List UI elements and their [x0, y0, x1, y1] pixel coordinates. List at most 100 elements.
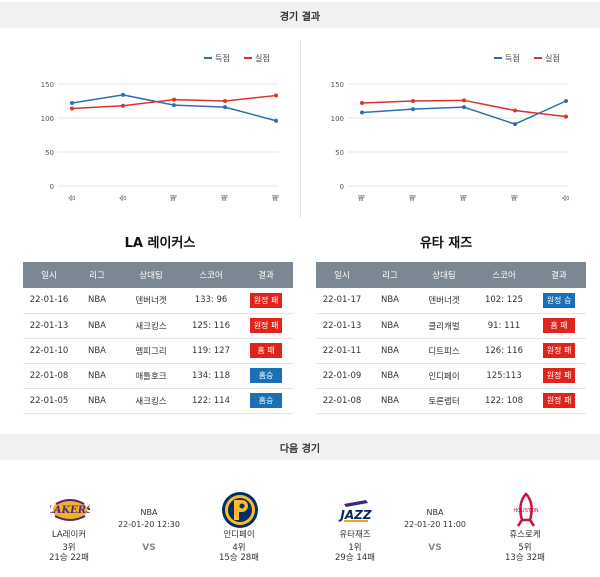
result-badge: 원정 승 [543, 292, 575, 308]
y-tick-label: 50 [335, 149, 344, 157]
rockets-logo-icon: HOUSTON [513, 492, 539, 527]
cell-score: 91: 111 [476, 313, 532, 339]
y-tick-label: 0 [340, 183, 344, 191]
matchup-lakers-pacers: LAKERS LA레이커 3위 21승 22패 NBA 22-01-20 12:… [14, 488, 284, 573]
svg-text:JAZZ: JAZZ [338, 508, 371, 522]
next-game-title: 다음 경기 [279, 443, 321, 455]
chart-divider [300, 40, 301, 218]
matchup-datetime: 22-01-20 11:00 [404, 520, 466, 529]
data-point-conceded [462, 98, 466, 103]
matchup-datetime: 22-01-20 12:30 [118, 520, 180, 529]
result-badge: 홈승 [250, 393, 282, 408]
games-table-jazz: 일시 리그 상대팀 스코어 결과 22-01-17 NBA 덴버너겟 102: 125… [316, 262, 586, 414]
cell-result: 원정 패 [532, 363, 586, 389]
y-tick-label: 0 [50, 183, 54, 191]
vs-label: VS [142, 543, 156, 553]
chart-jazz: 득점 실점 0 50 100 150 패 패 패 패 승 [318, 44, 573, 214]
matchup-league: NBA [426, 508, 444, 517]
cell-date: 22-01-13 [316, 313, 368, 339]
result-badge: 홈 패 [543, 318, 575, 333]
cell-league: NBA [368, 388, 412, 414]
cell-date: 22-01-05 [23, 388, 75, 414]
away-team-record: 13승 32패 [505, 553, 545, 563]
jazz-logo-icon: JAZZ [338, 500, 372, 522]
table-row: 22-01-05 NBA 새크킹스 122: 114 홈승 [23, 388, 293, 414]
cell-result: 원정 패 [532, 338, 586, 364]
x-tick-label: 승 [562, 194, 570, 201]
cell-score: 122: 114 [183, 388, 239, 414]
cell-league: NBA [368, 338, 412, 364]
result-badge: 원정 패 [543, 343, 575, 358]
cell-opponent: 덴버너겟 [119, 288, 183, 314]
x-tick-label: 패 [271, 195, 280, 201]
table-row: 22-01-10 NBA 멤피그리 119: 127 홈 패 [23, 338, 293, 364]
data-point-conceded [70, 106, 74, 111]
team-title-lakers: LA 레이커스 [124, 236, 196, 251]
cell-opponent: 애틀호크 [119, 363, 183, 389]
col-score: 스코어 [476, 262, 532, 288]
x-tick-label: 패 [459, 195, 468, 201]
col-result: 결과 [532, 262, 586, 288]
table-row: 22-01-08 NBA 토론랩터 122: 108 원정 패 [316, 388, 586, 414]
matchup-league: NBA [140, 508, 158, 517]
table-row: 22-01-16 NBA 덴버너겟 133: 96 원정 패 [23, 288, 293, 314]
cell-opponent: 클리캐벌 [412, 313, 476, 339]
result-badge: 원정 패 [250, 292, 282, 308]
cell-date: 22-01-11 [316, 338, 368, 364]
vs-label: VS [428, 543, 442, 553]
cell-date: 22-01-08 [23, 363, 75, 389]
lakers-logo-icon: LAKERS [50, 499, 90, 521]
cell-date: 22-01-10 [23, 338, 75, 364]
away-team-rank: 5위 [518, 543, 532, 553]
svg-text:실점: 실점 [255, 53, 270, 63]
x-tick-label: 패 [408, 195, 417, 201]
cell-result: 홈 패 [532, 313, 586, 339]
cell-opponent: 새크킹스 [119, 388, 183, 414]
table-row: 22-01-13 NBA 클리캐벌 91: 111 홈 패 [316, 313, 586, 339]
svg-text:HOUSTON: HOUSTON [513, 508, 539, 514]
col-league: 리그 [75, 262, 119, 288]
cell-date: 22-01-09 [316, 363, 368, 389]
cell-date: 22-01-16 [23, 288, 75, 314]
data-point-conceded [564, 114, 568, 119]
y-tick-label: 100 [41, 115, 54, 123]
y-tick-label: 100 [331, 115, 344, 123]
home-team-rank: 1위 [348, 543, 362, 553]
table-header-row: 일시 리그 상대팀 스코어 결과 [23, 262, 293, 288]
home-team-name: 유타재즈 [339, 530, 371, 540]
svg-text:실점: 실점 [545, 53, 560, 63]
cell-score: 125:113 [476, 363, 532, 389]
cell-result: 홈승 [239, 388, 293, 414]
pacers-logo-icon [222, 492, 258, 528]
cell-score: 102: 125 [476, 288, 532, 314]
home-team-name: LA레이커 [51, 530, 87, 540]
legend-item-scored: 득점 [204, 53, 230, 63]
cell-opponent: 멤피그리 [119, 338, 183, 364]
col-result: 결과 [239, 262, 293, 288]
home-team-record: 21승 22패 [49, 553, 89, 563]
data-point-conceded [223, 99, 227, 103]
data-point-conceded [411, 99, 415, 103]
data-point-scored [513, 122, 517, 127]
data-point-conceded [121, 103, 125, 108]
data-point-scored [223, 105, 227, 110]
team-title-jazz: 유타 재즈 [419, 236, 473, 251]
cell-date: 22-01-08 [316, 388, 368, 414]
data-point-conceded [274, 93, 278, 98]
legend-item-conceded: 실점 [534, 53, 560, 63]
results-title: 경기 결과 [279, 11, 321, 23]
cell-date: 22-01-13 [23, 313, 75, 339]
data-point-conceded [360, 101, 364, 106]
cell-league: NBA [75, 338, 119, 364]
cell-score: 134: 118 [183, 363, 239, 389]
x-tick-label: 승 [68, 194, 76, 201]
data-point-scored [121, 92, 125, 97]
data-point-scored [462, 105, 466, 110]
svg-text:득점: 득점 [215, 53, 230, 63]
col-opponent: 상대팀 [412, 262, 476, 288]
result-badge: 홈승 [250, 368, 282, 383]
chart-jazz-svg: 득점 실점 0 50 100 150 패 패 패 패 승 [331, 53, 570, 201]
cell-league: NBA [368, 363, 412, 389]
cell-result: 원정 패 [239, 313, 293, 339]
col-opponent: 상대팀 [119, 262, 183, 288]
